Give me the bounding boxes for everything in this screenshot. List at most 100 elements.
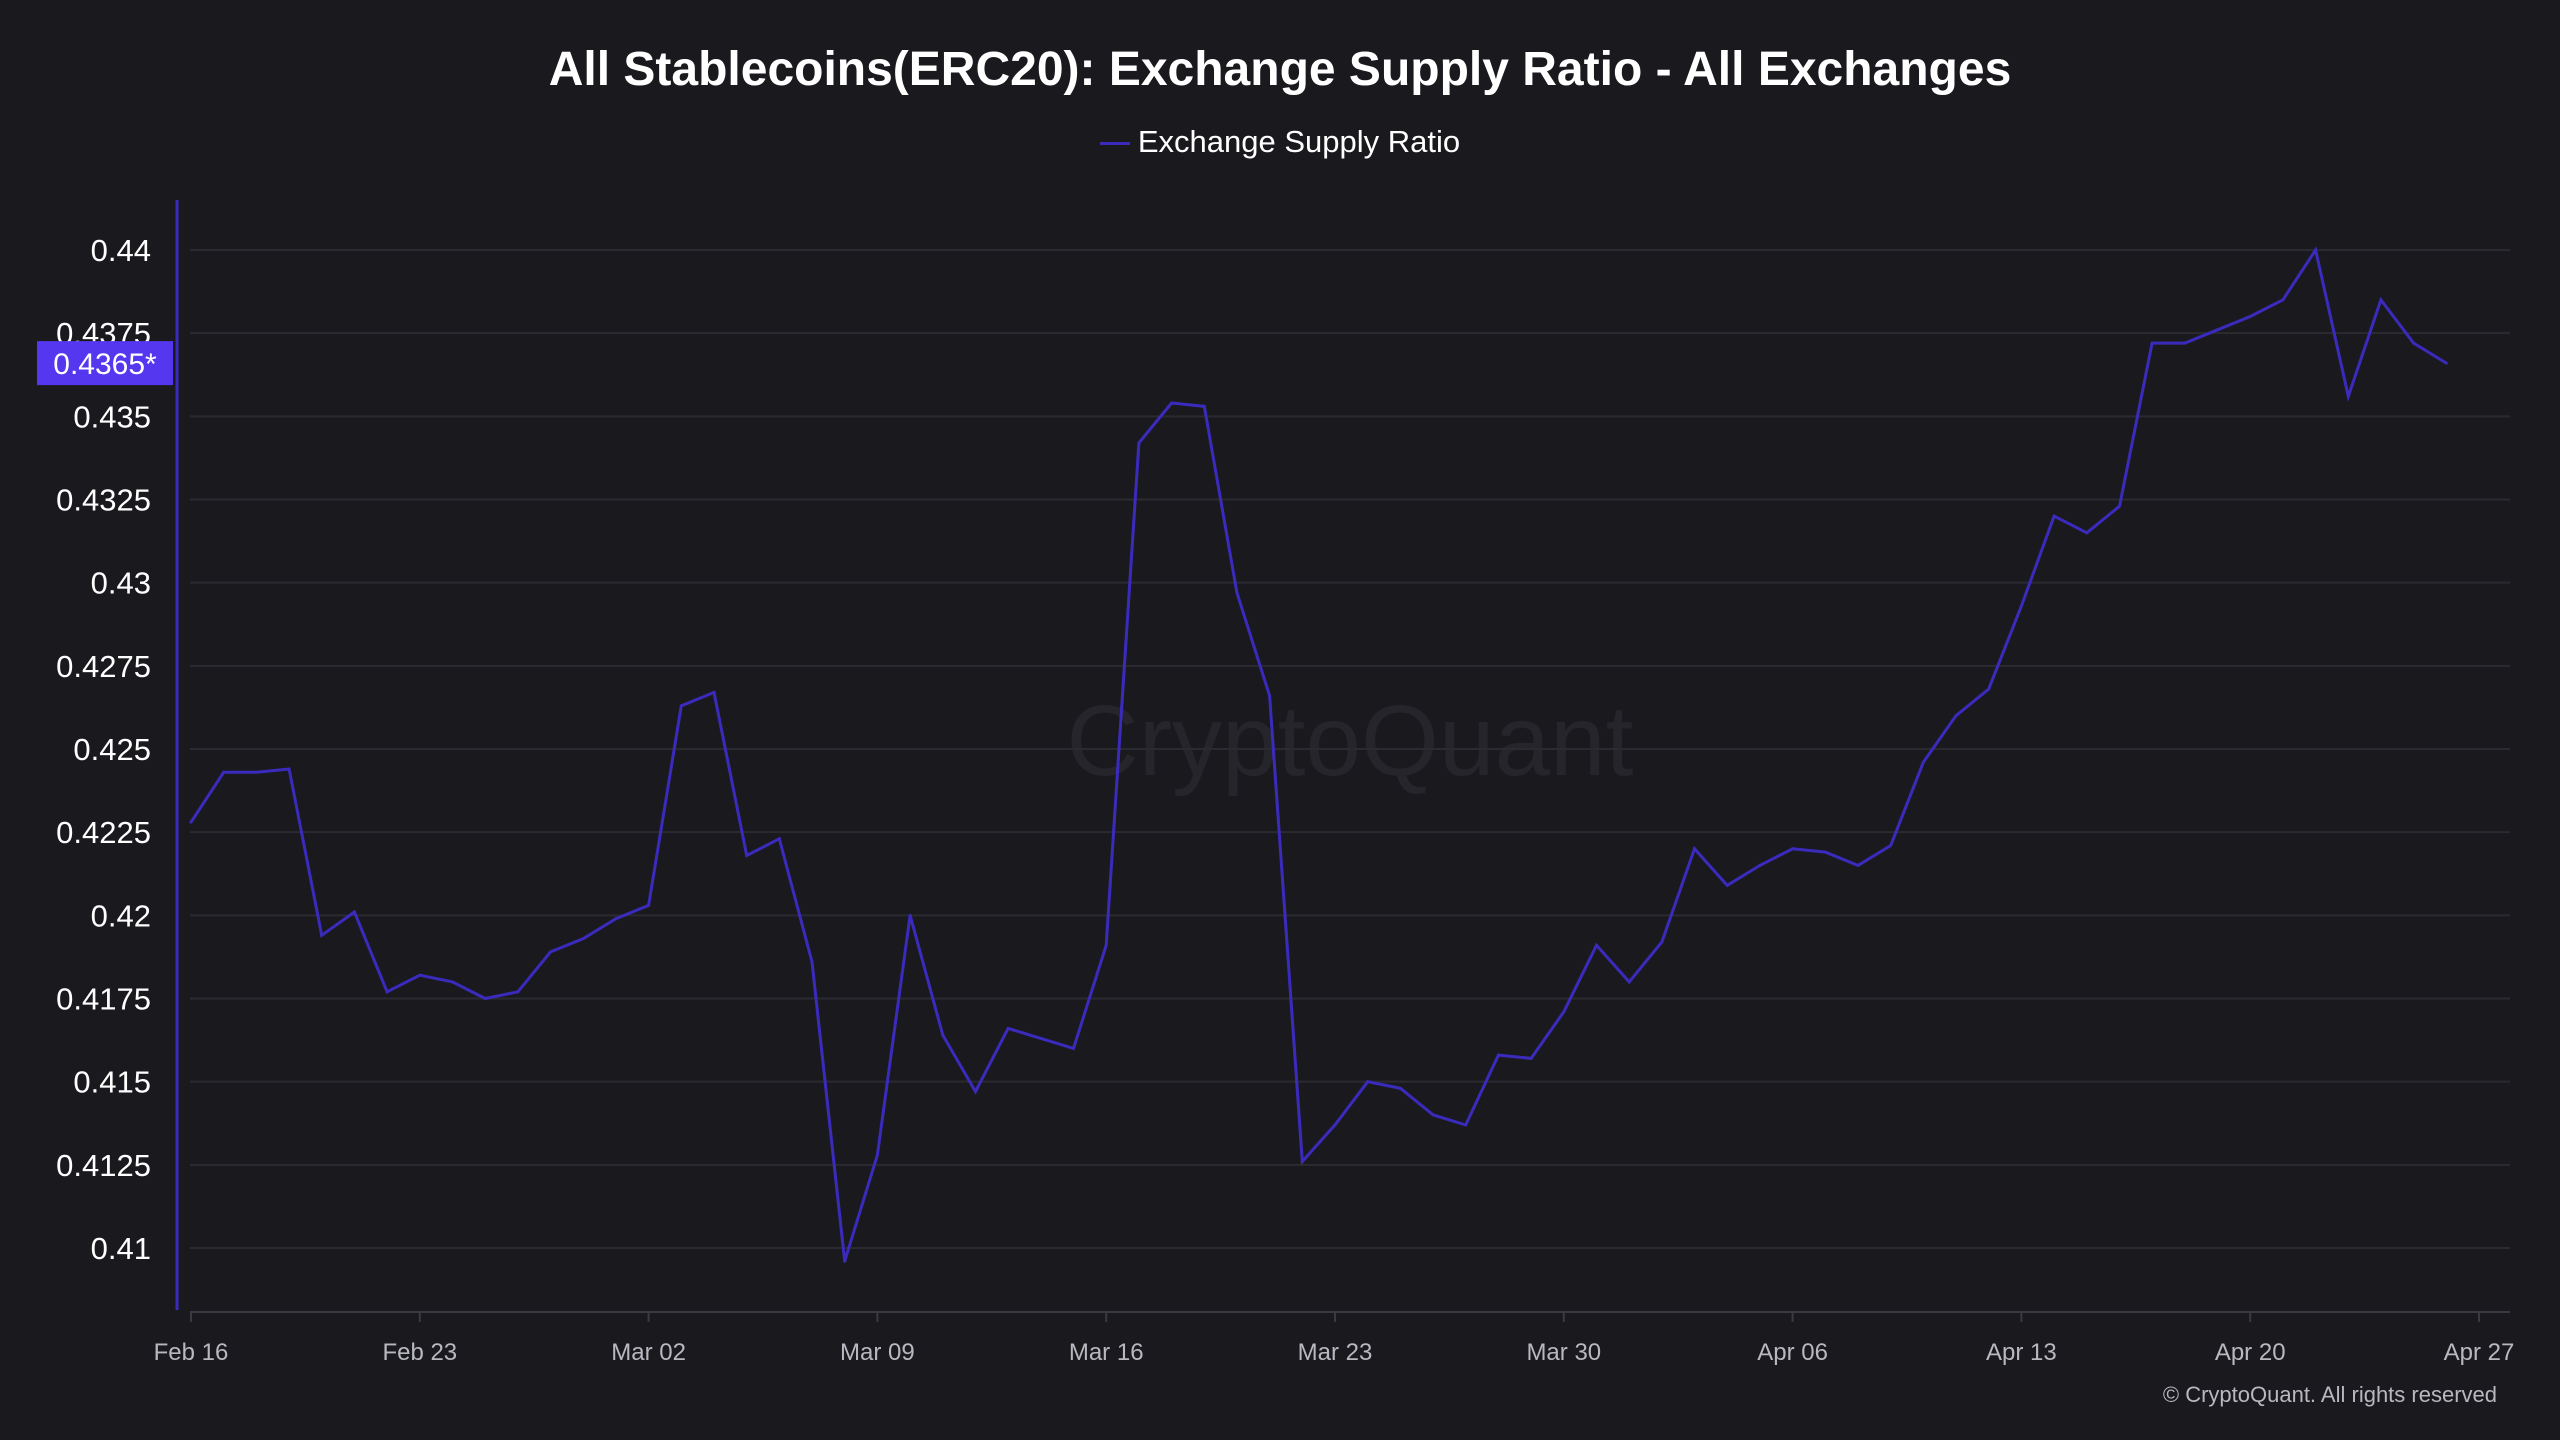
data-point — [1758, 863, 1762, 867]
data-point — [287, 767, 291, 771]
x-tick-label: Feb 23 — [382, 1339, 457, 1366]
data-point — [1921, 760, 1925, 764]
data-point — [1235, 591, 1239, 595]
x-tick-label: Mar 02 — [611, 1339, 686, 1366]
chart-title: All Stablecoins(ERC20): Exchange Supply … — [548, 43, 2012, 96]
data-point — [1562, 1010, 1566, 1014]
series-line-exchange-supply-ratio — [189, 246, 2448, 1262]
data-point — [385, 990, 389, 994]
data-point — [418, 973, 422, 977]
current-value-badge — [37, 341, 173, 386]
data-point — [516, 990, 520, 994]
data-point — [1725, 883, 1729, 887]
x-tick-label: Apr 20 — [2215, 1339, 2286, 1366]
data-point — [549, 950, 553, 954]
data-point — [2346, 394, 2350, 398]
legend[interactable]: Exchange Supply Ratio — [0, 124, 2560, 160]
x-tick-label: Apr 06 — [1757, 1339, 1828, 1366]
data-point — [254, 770, 258, 774]
legend-label: Exchange Supply Ratio — [1137, 124, 1461, 159]
data-point — [1006, 1026, 1010, 1030]
data-point — [2052, 514, 2056, 518]
data-point — [1072, 1046, 1076, 1050]
x-tick-label: Mar 30 — [1526, 1339, 1601, 1366]
data-point — [2281, 298, 2285, 302]
data-point — [1398, 1086, 1402, 1090]
data-point — [1268, 694, 1272, 698]
y-tick-label: 0.4275 — [56, 649, 151, 684]
copyright: © CryptoQuant. All rights reserved — [2162, 1382, 2497, 1407]
y-tick-label: 0.435 — [73, 399, 151, 434]
y-tick-label: 0.4325 — [56, 483, 151, 518]
data-point — [2117, 504, 2121, 508]
data-point — [1823, 850, 1827, 854]
watermark: CryptoQuant — [1067, 685, 1634, 797]
data-point — [2150, 341, 2154, 345]
data-point — [1529, 1056, 1533, 1060]
data-point — [1300, 1160, 1304, 1164]
data-point — [1333, 1123, 1337, 1127]
data-point — [352, 910, 356, 914]
y-tick-label: 0.4225 — [56, 815, 151, 850]
data-point — [745, 853, 749, 857]
data-point — [647, 903, 651, 907]
data-point — [2216, 328, 2220, 332]
x-tick-label: Mar 16 — [1069, 1339, 1144, 1366]
data-point — [581, 937, 585, 941]
data-point — [1693, 847, 1697, 851]
data-point — [1039, 1036, 1043, 1040]
y-tick-label: 0.42 — [91, 898, 151, 933]
data-point — [1496, 1053, 1500, 1057]
data-point — [2379, 298, 2383, 302]
data-point — [1987, 687, 1991, 691]
y-tick-label: 0.425 — [73, 732, 151, 767]
data-point — [777, 837, 781, 841]
y-tick-label: 0.41 — [91, 1231, 151, 1266]
data-point — [2314, 248, 2318, 252]
data-point — [679, 704, 683, 708]
data-point — [1954, 714, 1958, 718]
data-point — [1594, 943, 1598, 947]
current-value-label: 0.4365* — [53, 348, 157, 381]
data-point — [2019, 604, 2023, 608]
data-point — [1104, 943, 1108, 947]
data-point — [450, 980, 454, 984]
data-point — [908, 913, 912, 917]
legend-swatch — [1099, 142, 1130, 146]
x-tick-label: Mar 09 — [840, 1339, 915, 1366]
data-point — [2085, 531, 2089, 535]
data-point — [1660, 940, 1664, 944]
data-point — [222, 770, 226, 774]
x-tick-label: Apr 27 — [2444, 1339, 2515, 1366]
data-point — [2444, 361, 2448, 365]
data-point — [2183, 341, 2187, 345]
x-tick-label: Apr 13 — [1986, 1339, 2057, 1366]
data-point — [1366, 1080, 1370, 1084]
data-point — [1170, 401, 1174, 405]
data-point — [941, 1033, 945, 1037]
data-point — [483, 997, 487, 1000]
data-point — [1627, 980, 1631, 984]
data-point — [320, 933, 324, 937]
data-point — [2248, 315, 2252, 319]
data-point — [712, 690, 716, 694]
data-point — [1791, 847, 1795, 851]
data-point — [875, 1153, 879, 1157]
data-point — [1856, 863, 1860, 867]
data-point — [1889, 843, 1893, 847]
data-point — [1431, 1113, 1435, 1117]
data-point — [1137, 441, 1141, 445]
data-point — [189, 820, 193, 824]
data-point — [1202, 404, 1206, 408]
y-tick-label: 0.415 — [73, 1065, 151, 1100]
data-point — [843, 1259, 847, 1263]
data-point — [614, 917, 618, 921]
data-point — [973, 1090, 977, 1094]
data-point — [2412, 341, 2416, 345]
x-tick-label: Mar 23 — [1298, 1339, 1373, 1366]
y-tick-label: 0.4125 — [56, 1148, 151, 1183]
y-tick-label: 0.4175 — [56, 982, 151, 1017]
data-point — [810, 960, 814, 964]
x-tick-label: Feb 16 — [154, 1339, 229, 1366]
